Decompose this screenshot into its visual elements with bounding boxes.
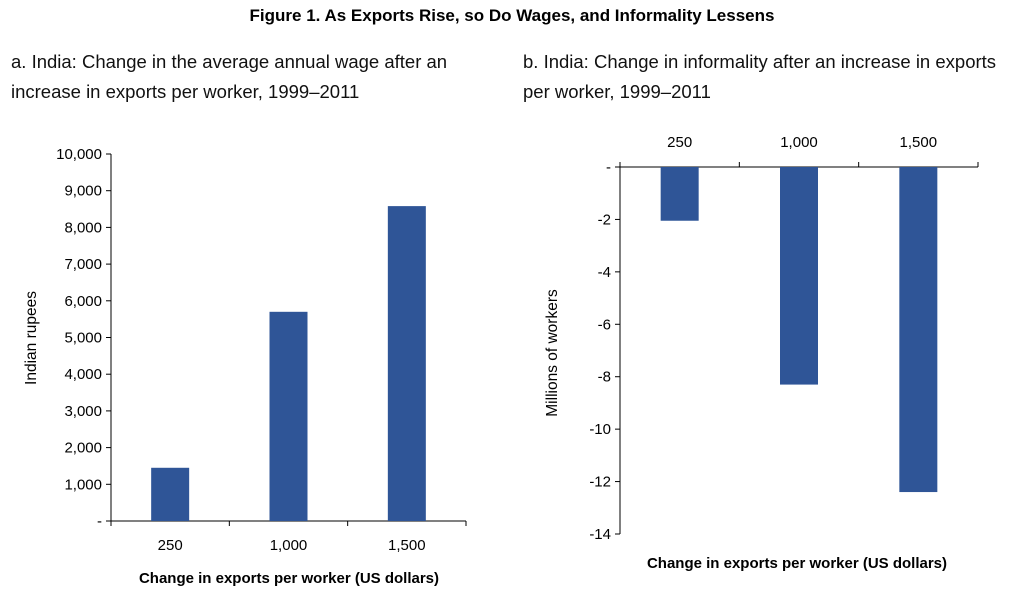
y-tick-label: 7,000 [64,256,102,273]
x-tick-label: 1,500 [900,134,938,151]
y-tick-label: 4,000 [64,366,102,383]
y-tick-label: -8 [598,369,611,386]
x-tick-label: 1,000 [780,134,818,151]
y-axis-title: Indian rupees [23,291,40,385]
y-tick-label: 8,000 [64,219,102,236]
y-tick-label: -4 [598,264,611,281]
y-axis-title: Millions of workers [544,289,561,417]
bar [660,167,699,221]
y-tick-label: 5,000 [64,330,102,347]
y-tick-label: 3,000 [64,403,102,420]
bar [899,167,938,493]
chart-a-wage: - 1,000 2,000 3,000 4,000 5,000 6,000 7,000 8,00… [23,146,467,587]
x-axis-title: Change in exports per worker (US dollars… [139,570,439,587]
chart-b-informality: - -2 -4 -6 -8 -10 -12 -14 250 1,000 1,500 Change in… [544,134,979,572]
bar [269,311,308,521]
bar [151,467,190,521]
y-tick-label: -10 [589,421,611,438]
y-tick-label: 6,000 [64,293,102,310]
y-tick-label: -14 [589,526,611,543]
x-axis-title: Change in exports per worker (US dollars… [647,555,947,572]
x-tick-label: 250 [667,134,692,151]
y-tick-label: 10,000 [56,146,102,163]
y-tick-label: - [97,513,102,530]
x-tick-label: 1,000 [270,537,308,554]
figure-title: Figure 1. As Exports Rise, so Do Wages, … [249,6,775,25]
bar [387,206,426,521]
bar [780,167,818,385]
y-tick-label: 2,000 [64,440,102,457]
x-tick-label: 250 [158,537,183,554]
y-tick-label: -12 [589,474,611,491]
y-tick-label: - [606,159,611,176]
x-tick-label: 1,500 [388,537,426,554]
y-tick-label: 1,000 [64,476,102,493]
chart-a-subtitle: a. India: Change in the average annual w… [11,51,448,102]
chart-b-subtitle: b. India: Change in informality after an… [523,51,997,102]
y-tick-label: -6 [598,316,611,333]
y-tick-label: -2 [598,211,611,228]
y-tick-label: 9,000 [64,183,102,200]
